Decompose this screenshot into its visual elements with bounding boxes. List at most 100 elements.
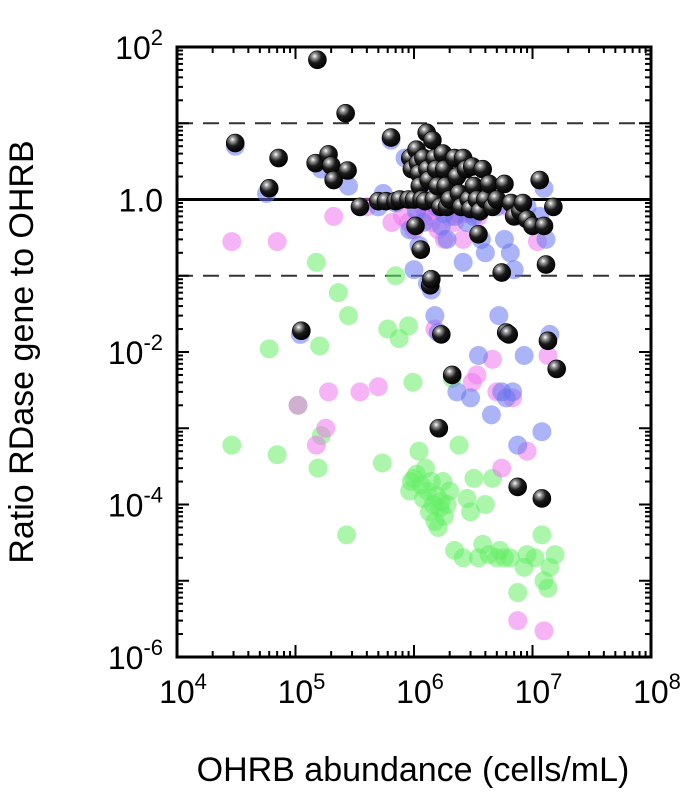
y-tick-label: 10-4 xyxy=(108,483,163,524)
data-point xyxy=(267,445,287,465)
data-point xyxy=(403,372,423,392)
data-point xyxy=(475,243,495,263)
data-point xyxy=(499,325,519,344)
data-point xyxy=(461,388,481,408)
data-point xyxy=(310,336,330,356)
data-point xyxy=(337,525,357,545)
data-point xyxy=(406,216,425,236)
data-point xyxy=(222,435,242,455)
data-point xyxy=(222,232,242,252)
data-point xyxy=(508,611,528,631)
y-axis-label: Ratio RDase gene to OHRB xyxy=(3,140,41,563)
x-tick-label: 105 xyxy=(278,669,326,710)
y-tick-label: 1.0 xyxy=(119,183,163,219)
data-point xyxy=(530,170,549,190)
data-point xyxy=(306,435,326,455)
data-point xyxy=(492,263,512,282)
y-tick-label: 10-2 xyxy=(108,330,163,371)
data-point xyxy=(338,161,357,180)
data-point xyxy=(508,435,528,455)
data-point xyxy=(425,306,445,326)
data-point xyxy=(492,458,512,478)
y-tick-label: 102 xyxy=(115,25,163,66)
data-point xyxy=(437,229,457,249)
data-point xyxy=(432,325,451,344)
data-point xyxy=(464,468,484,488)
tick-labels: 104 105 106 107 108 10-6 10-4 10-2 1.0 102 xyxy=(108,25,681,710)
data-point xyxy=(372,453,392,473)
data-point xyxy=(404,260,424,280)
data-point xyxy=(508,583,528,603)
data-point xyxy=(399,316,419,336)
data-point xyxy=(440,481,460,501)
data-point xyxy=(422,269,441,289)
data-point xyxy=(467,365,487,385)
series-1 xyxy=(222,252,565,603)
data-point xyxy=(481,405,501,425)
y-tick-label: 10-6 xyxy=(108,635,163,676)
data-point xyxy=(269,148,288,168)
x-tick-label: 104 xyxy=(159,669,207,710)
data-point xyxy=(308,50,327,70)
data-point xyxy=(503,382,523,402)
data-point xyxy=(292,321,311,341)
data-point xyxy=(350,197,370,217)
data-point xyxy=(538,345,558,365)
data-point xyxy=(500,243,520,263)
data-point xyxy=(513,193,533,213)
data-point xyxy=(368,377,388,397)
data-point xyxy=(489,306,509,326)
data-point xyxy=(429,418,449,438)
data-point xyxy=(453,548,473,568)
data-point xyxy=(500,548,520,568)
data-point xyxy=(475,495,495,514)
data-point xyxy=(336,104,355,123)
data-point xyxy=(288,395,308,415)
data-point xyxy=(525,548,545,568)
data-point xyxy=(495,174,514,194)
data-point xyxy=(386,266,406,286)
data-points xyxy=(222,50,566,641)
data-point xyxy=(338,306,358,326)
plot-frame xyxy=(175,45,653,659)
data-point xyxy=(225,133,245,153)
data-point xyxy=(316,418,336,438)
data-point xyxy=(469,224,488,244)
data-point xyxy=(411,240,431,259)
data-point xyxy=(508,477,527,497)
axis-ticks xyxy=(176,46,652,658)
x-axis-label: OHRB abundance (cells/mL) xyxy=(197,751,630,789)
data-point xyxy=(461,502,481,522)
data-point xyxy=(453,252,473,272)
data-point xyxy=(534,216,554,236)
data-point xyxy=(324,206,344,226)
data-point xyxy=(453,229,473,249)
data-point xyxy=(306,252,326,272)
data-point xyxy=(308,458,328,478)
data-point xyxy=(468,345,488,365)
data-point xyxy=(324,170,343,190)
data-point xyxy=(381,128,401,147)
data-point xyxy=(259,179,279,198)
data-point xyxy=(538,578,558,598)
data-point xyxy=(319,382,339,402)
data-point xyxy=(532,422,552,442)
data-point xyxy=(532,489,552,508)
data-point xyxy=(534,621,554,641)
data-point xyxy=(338,176,358,196)
data-point xyxy=(328,283,348,303)
data-point xyxy=(538,331,558,351)
data-point xyxy=(536,255,556,274)
data-point xyxy=(532,525,552,545)
data-point xyxy=(544,197,563,217)
data-point xyxy=(442,365,462,385)
data-point xyxy=(259,339,279,359)
series-4 xyxy=(225,50,566,508)
data-point xyxy=(409,441,429,461)
x-tick-label: 108 xyxy=(633,669,681,710)
data-point xyxy=(545,545,565,565)
data-point xyxy=(449,435,469,455)
data-point xyxy=(350,382,370,402)
x-tick-label: 106 xyxy=(396,669,444,710)
